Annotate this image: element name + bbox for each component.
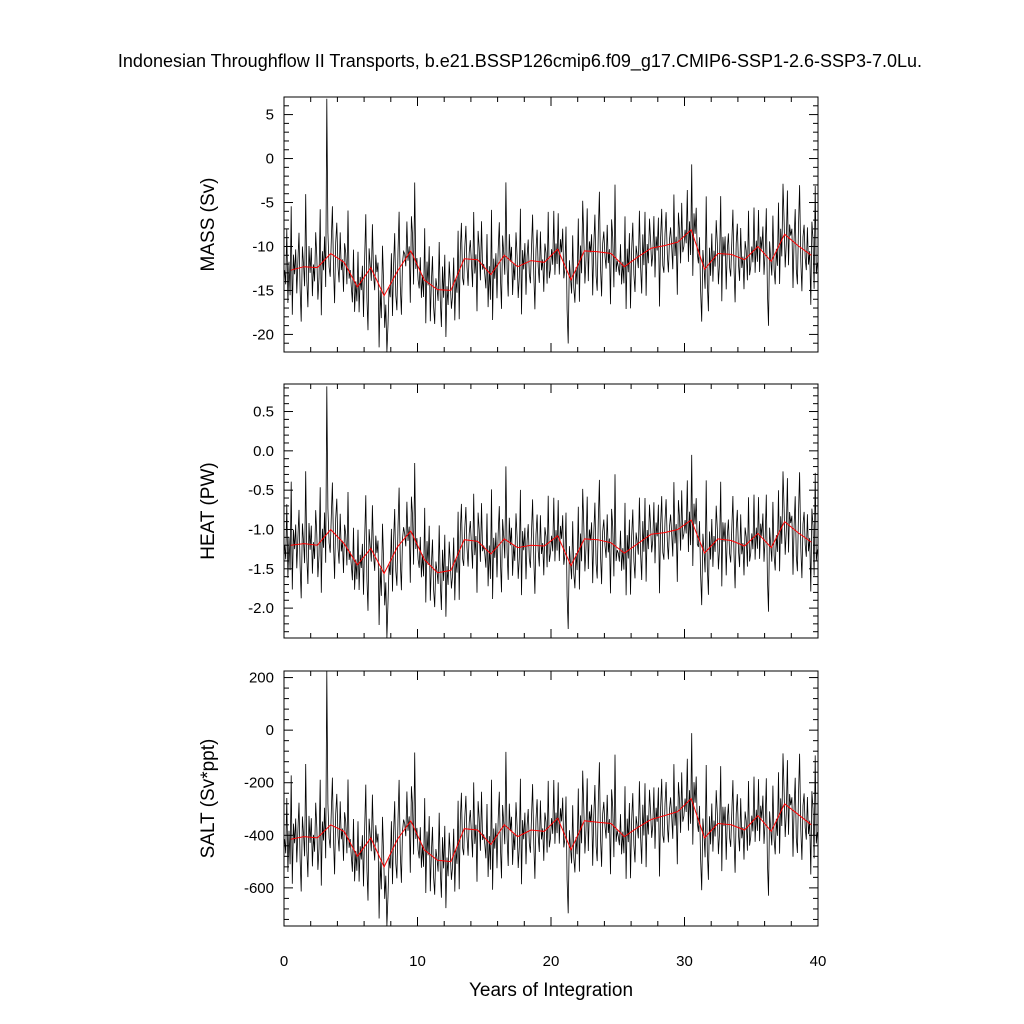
y-tick-label: -0.5 bbox=[248, 482, 274, 499]
y-axis-title: HEAT (PW) bbox=[198, 462, 219, 559]
y-tick-label: -1.0 bbox=[248, 521, 274, 538]
annual-mean-line bbox=[290, 797, 812, 869]
panels-layer: 5 0 -5 -10 -15 -20 MASS (Sv) 0.5 0.0 -0.5 -1.0 -1.5… bbox=[198, 96, 827, 970]
y-tick-label: -200 bbox=[244, 775, 274, 792]
panel-2: 0.5 0.0 -0.5 -1.0 -1.5 -2.0 HEAT (PW) bbox=[198, 383, 819, 639]
y-tick-label: -10 bbox=[252, 238, 274, 255]
y-tick-label: -1.5 bbox=[248, 561, 274, 578]
y-tick-label: -15 bbox=[252, 282, 274, 299]
y-tick-label: 0.0 bbox=[253, 443, 274, 460]
panel-1: 5 0 -5 -10 -15 -20 MASS (Sv) bbox=[198, 96, 819, 353]
y-tick-label: -2.0 bbox=[248, 600, 274, 617]
x-tick-label: 30 bbox=[676, 953, 693, 970]
x-tick-label: 0 bbox=[280, 953, 288, 970]
monthly-series-line bbox=[284, 98, 818, 353]
y-tick-label: -5 bbox=[261, 195, 274, 212]
x-tick-label: 40 bbox=[810, 953, 827, 970]
x-tick-label: 10 bbox=[409, 953, 426, 970]
y-tick-label: -400 bbox=[244, 827, 274, 844]
chart-title: Indonesian Throughflow II Transports, b.… bbox=[118, 51, 922, 72]
y-tick-label: -600 bbox=[244, 880, 274, 897]
y-tick-label: 5 bbox=[266, 107, 274, 124]
panel-frame bbox=[283, 96, 819, 353]
y-tick-label: 0 bbox=[266, 151, 274, 168]
panel-frame bbox=[283, 670, 819, 927]
monthly-series-line bbox=[284, 386, 818, 639]
y-axis-title: SALT (Sv*ppt) bbox=[198, 739, 219, 859]
x-tick-label: 20 bbox=[543, 953, 560, 970]
y-tick-label: 0.5 bbox=[253, 404, 274, 421]
annual-mean-line bbox=[290, 519, 812, 575]
y-tick-label: 200 bbox=[249, 670, 274, 687]
panel-frame bbox=[283, 383, 819, 639]
annual-mean-line bbox=[290, 228, 812, 297]
x-axis-title: Years of Integration bbox=[469, 980, 633, 1001]
y-tick-label: -20 bbox=[252, 326, 274, 343]
panel-3: 200 0 -200 -400 -600 SALT (Sv*ppt) bbox=[198, 670, 819, 927]
monthly-series-line bbox=[284, 670, 818, 927]
y-tick-label: 0 bbox=[266, 722, 274, 739]
y-axis-title: MASS (Sv) bbox=[198, 178, 219, 272]
